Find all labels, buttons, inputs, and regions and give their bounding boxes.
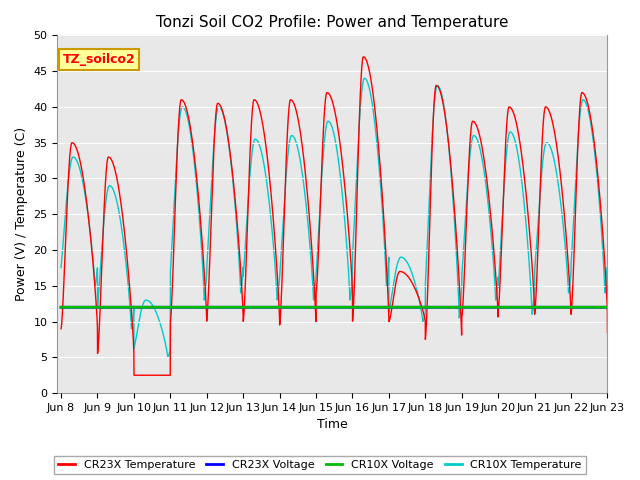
CR23X Temperature xyxy=(130,372,138,378)
CR10X Voltage xyxy=(604,304,611,310)
CR23X Temperature xyxy=(57,326,65,332)
CR10X Temperature xyxy=(413,286,420,292)
CR23X Temperature xyxy=(507,105,515,110)
CR23X Voltage xyxy=(156,304,164,310)
Text: TZ_soilco2: TZ_soilco2 xyxy=(63,53,136,66)
CR10X Voltage xyxy=(385,304,392,310)
CR23X Voltage xyxy=(604,304,611,310)
CR23X Temperature xyxy=(360,54,367,60)
CR23X Voltage xyxy=(57,304,65,310)
Line: CR10X Temperature: CR10X Temperature xyxy=(61,78,607,357)
CR23X Temperature xyxy=(465,158,473,164)
CR10X Voltage xyxy=(57,304,65,310)
CR10X Voltage xyxy=(266,304,274,310)
CR23X Temperature xyxy=(266,179,274,185)
Y-axis label: Power (V) / Temperature (C): Power (V) / Temperature (C) xyxy=(15,127,28,301)
Line: CR23X Temperature: CR23X Temperature xyxy=(61,57,607,375)
CR23X Voltage xyxy=(266,304,274,310)
Legend: CR23X Temperature, CR23X Voltage, CR10X Voltage, CR10X Temperature: CR23X Temperature, CR23X Voltage, CR10X … xyxy=(54,456,586,474)
CR23X Voltage xyxy=(413,304,420,310)
CR10X Temperature xyxy=(164,354,172,360)
CR23X Temperature xyxy=(413,289,420,295)
CR10X Temperature xyxy=(266,206,274,212)
CR10X Temperature xyxy=(507,129,515,135)
X-axis label: Time: Time xyxy=(317,419,348,432)
CR10X Voltage xyxy=(465,304,472,310)
CR23X Voltage xyxy=(385,304,392,310)
CR23X Temperature xyxy=(385,319,393,324)
CR10X Temperature xyxy=(604,277,611,283)
Title: Tonzi Soil CO2 Profile: Power and Temperature: Tonzi Soil CO2 Profile: Power and Temper… xyxy=(156,15,509,30)
CR23X Voltage xyxy=(465,304,472,310)
CR10X Temperature xyxy=(385,309,393,315)
CR10X Temperature xyxy=(465,164,473,169)
CR10X Temperature xyxy=(360,75,368,81)
CR10X Temperature xyxy=(156,321,164,327)
CR23X Temperature xyxy=(604,329,611,335)
CR23X Voltage xyxy=(506,304,514,310)
CR10X Temperature xyxy=(57,264,65,270)
CR10X Voltage xyxy=(156,304,164,310)
CR10X Voltage xyxy=(413,304,420,310)
CR10X Voltage xyxy=(506,304,514,310)
CR23X Temperature xyxy=(157,372,164,378)
